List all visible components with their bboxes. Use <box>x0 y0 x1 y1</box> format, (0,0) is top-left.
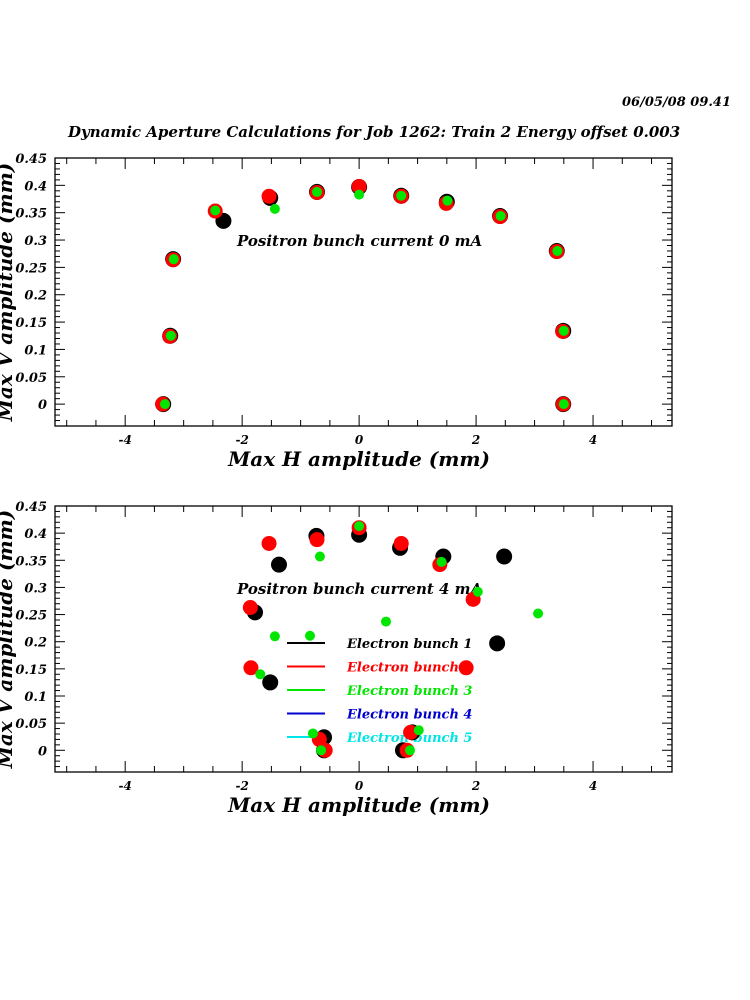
plot-frame <box>54 157 673 427</box>
data-point <box>261 188 277 204</box>
data-point <box>270 556 287 573</box>
data-point <box>261 535 277 551</box>
y-tick-label: 0 <box>38 744 47 759</box>
chart-title: Dynamic Aperture Calculations for Job 12… <box>68 123 681 141</box>
data-point <box>552 245 563 256</box>
plot-panel-2: -4 -2 0 2 4 0 0.05 0.1 0.15 0.2 0.25 0.3 0.35 0.4 0.45… <box>0 500 673 817</box>
y-tick-label: 0.1 <box>24 343 47 358</box>
data-point <box>309 532 325 548</box>
data-point <box>307 728 318 739</box>
data-point <box>159 399 170 410</box>
x-tick-label: -2 <box>235 433 248 447</box>
timestamp: 06/05/08 09.41 <box>622 95 732 110</box>
data-point <box>316 745 327 756</box>
y-tick-label: 0.3 <box>24 581 47 596</box>
y-tick-label: 0.4 <box>24 179 47 194</box>
data-point <box>168 254 179 265</box>
legend-label-bunch-4: Electron bunch 4 <box>346 708 472 723</box>
data-point <box>472 586 483 597</box>
plot-annotation: Positron bunch current 4 mA <box>236 580 482 598</box>
series-bunch-3 <box>159 186 569 410</box>
data-point <box>533 608 544 619</box>
y-tick-label: 0.45 <box>15 152 47 167</box>
data-point <box>393 535 409 551</box>
data-point <box>496 548 513 565</box>
data-point <box>351 178 367 194</box>
y-tick-label: 0.2 <box>24 636 47 651</box>
data-point <box>354 189 365 200</box>
legend-label-bunch-2: Electron bunch 2 <box>346 661 472 676</box>
plot-frame <box>54 505 673 773</box>
data-point <box>558 325 569 336</box>
y-tick-label: 0.45 <box>15 500 47 515</box>
y-tick-label: 0.05 <box>15 717 47 732</box>
data-point <box>269 203 280 214</box>
legend-label-bunch-3: Electron bunch 3 <box>346 684 472 699</box>
data-point <box>495 210 506 221</box>
data-point <box>442 195 453 206</box>
data-point <box>354 521 365 532</box>
x-tick-label: 0 <box>355 779 364 793</box>
data-point <box>262 674 279 691</box>
x-tick-label: 4 <box>589 433 597 447</box>
x-tick-label: 2 <box>471 433 480 447</box>
y-tick-label: 0.15 <box>15 663 47 678</box>
y-tick-label: 0.25 <box>15 261 47 276</box>
data-point <box>165 330 176 341</box>
y-tick-label: 0.3 <box>24 234 47 249</box>
data-point <box>210 205 221 216</box>
legend-label-bunch-1: Electron bunch 1 <box>346 637 472 652</box>
x-tick-label: 2 <box>471 779 480 793</box>
y-axis-label: Max V amplitude (mm) <box>0 510 17 769</box>
y-tick-label: 0.15 <box>15 316 47 331</box>
data-point <box>458 660 474 676</box>
x-tick-label: -4 <box>119 779 132 793</box>
data-point <box>269 631 280 642</box>
x-tick-label: 4 <box>589 779 597 793</box>
y-tick-label: 0.4 <box>24 527 47 542</box>
y-tick-label: 0.35 <box>15 207 47 222</box>
data-point <box>255 669 266 680</box>
data-point <box>436 556 447 567</box>
data-point <box>304 630 315 641</box>
x-tick-label: -4 <box>119 433 132 447</box>
data-point <box>396 190 407 201</box>
data-point <box>381 616 392 627</box>
y-axis-label: Max V amplitude (mm) <box>0 163 17 422</box>
plot-panel-1: -4 -2 0 2 4 0 0.05 0.1 0.15 0.2 0.25 0.3 0.35 0.4 0.45… <box>0 152 673 471</box>
data-point <box>558 399 569 410</box>
series-bunch-3 <box>255 521 544 756</box>
y-tick-label: 0.25 <box>15 609 47 624</box>
y-tick-label: 0.1 <box>24 690 47 705</box>
x-tick-label: 0 <box>355 433 364 447</box>
y-tick-label: 0.35 <box>15 554 47 569</box>
y-tick-label: 0.2 <box>24 289 47 304</box>
data-point <box>404 745 415 756</box>
x-axis-label: Max H amplitude (mm) <box>227 793 490 817</box>
data-point <box>243 660 259 676</box>
x-axis-label: Max H amplitude (mm) <box>227 447 490 471</box>
plot-annotation: Positron bunch current 0 mA <box>236 232 482 250</box>
data-point <box>242 600 258 616</box>
data-point <box>413 725 424 736</box>
data-point <box>489 635 506 652</box>
data-point <box>312 186 323 197</box>
y-tick-label: 0 <box>38 398 47 413</box>
x-tick-label: -2 <box>235 779 248 793</box>
data-point <box>314 551 325 562</box>
y-tick-label: 0.05 <box>15 371 47 386</box>
